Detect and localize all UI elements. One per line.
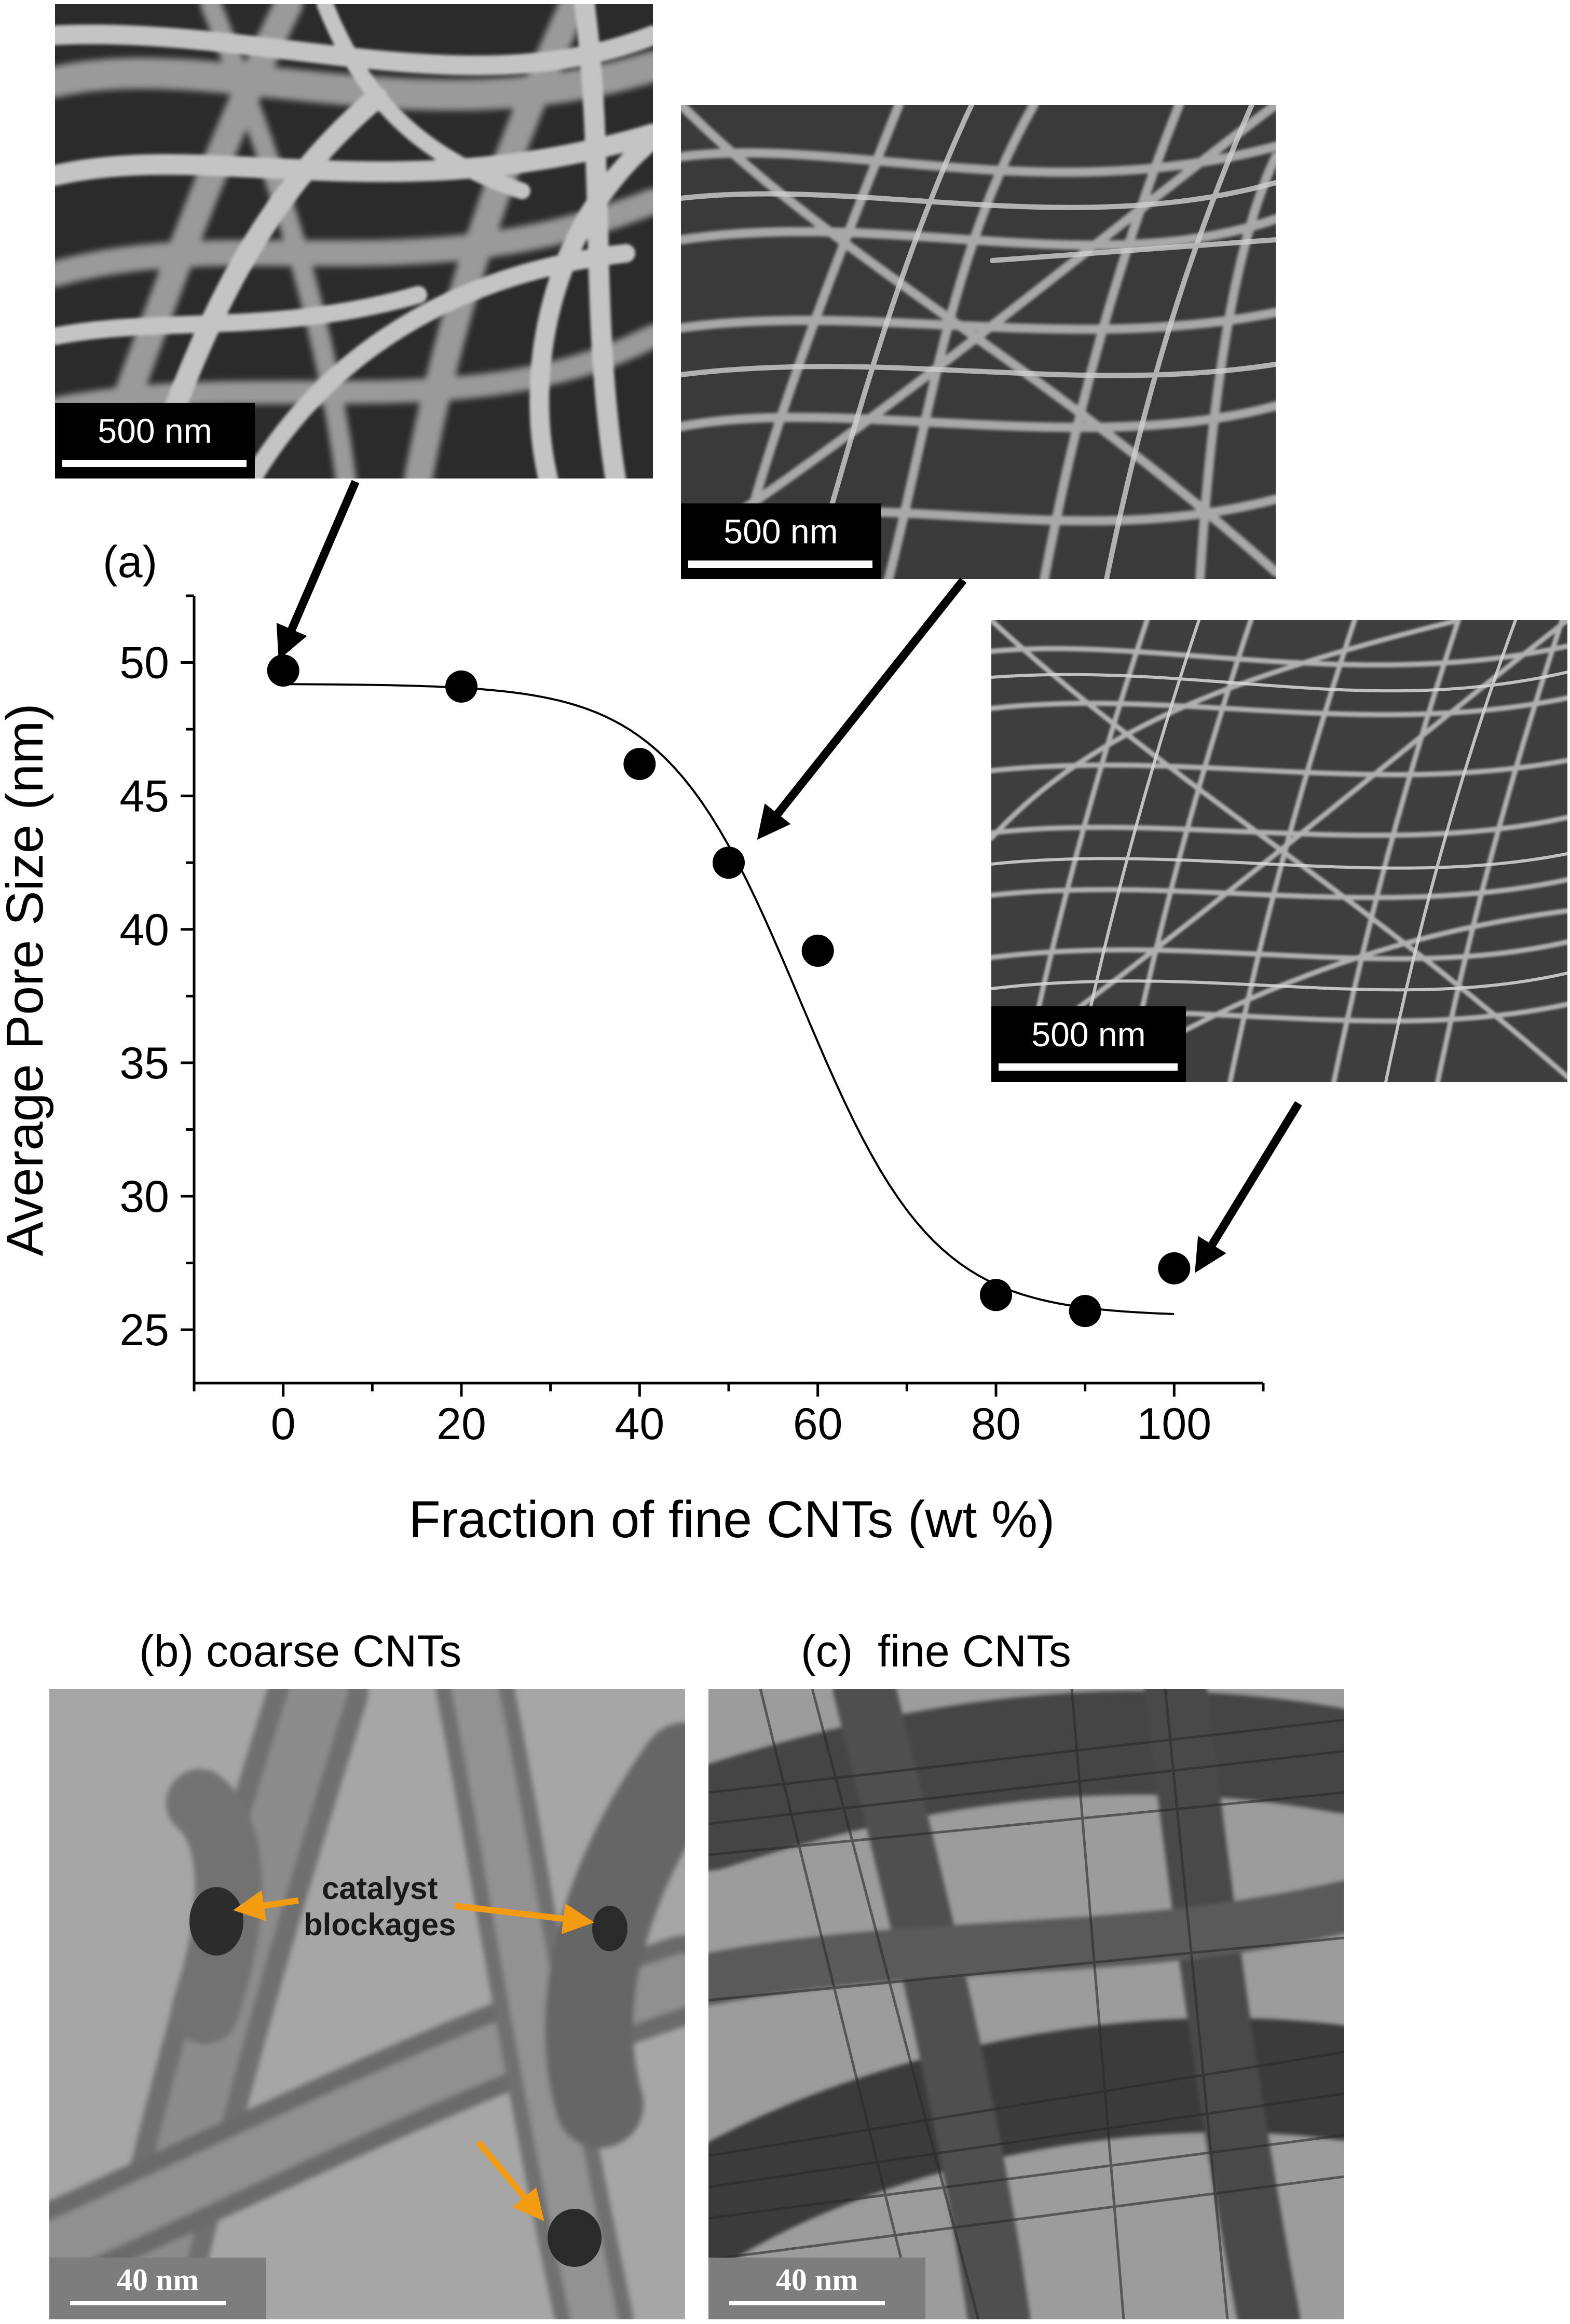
sem-scalebar-label-3: 500 nm bbox=[1031, 1015, 1146, 1054]
y-axis-label: Average Pore Size (nm) bbox=[0, 703, 54, 1256]
y-tick-label: 40 bbox=[119, 905, 169, 955]
sem-image-fine: 500 nm bbox=[991, 620, 1567, 1082]
tem-image-coarse: catalyst blockages 40 nm bbox=[49, 1689, 685, 2319]
panel-title-c: (c) fine CNTs bbox=[801, 1626, 1071, 1676]
tem-scalebar-c: 40 nm bbox=[708, 2258, 925, 2319]
pointer-arrows bbox=[276, 480, 1302, 1273]
data-point bbox=[623, 747, 656, 780]
tem-scalebar-line-c bbox=[729, 2301, 885, 2305]
y-tick-label: 25 bbox=[119, 1305, 169, 1355]
panel-label-a: (a) bbox=[103, 537, 157, 587]
x-tick-label: 0 bbox=[271, 1399, 296, 1449]
tem-scalebar-b: 40 nm bbox=[49, 2258, 266, 2319]
fit-curve bbox=[283, 683, 1175, 1315]
y-tick-label: 35 bbox=[119, 1038, 169, 1088]
data-point bbox=[445, 670, 477, 703]
sem-image-mixed: 500 nm bbox=[681, 105, 1276, 579]
pointer-arrow bbox=[276, 480, 360, 660]
sem-scalebar-line-1 bbox=[62, 460, 247, 467]
data-point bbox=[1158, 1252, 1191, 1284]
panel-title-b: (b) coarse CNTs bbox=[139, 1626, 462, 1676]
data-point bbox=[267, 654, 299, 687]
tem-image-fine: 40 nm bbox=[708, 1689, 1344, 2319]
y-tick-label: 45 bbox=[119, 772, 169, 822]
sem-scalebar-3: 500 nm bbox=[991, 1006, 1186, 1082]
pointer-arrow bbox=[757, 578, 967, 840]
data-point bbox=[1069, 1295, 1101, 1328]
x-tick-label: 40 bbox=[615, 1399, 664, 1449]
tem-scalebar-label-b: 40 nm bbox=[116, 2263, 199, 2297]
data-point bbox=[713, 846, 745, 879]
sem-scalebar-label-1: 500 nm bbox=[98, 412, 212, 450]
x-tick-label: 80 bbox=[971, 1399, 1021, 1449]
sem-scalebar-2: 500 nm bbox=[681, 503, 881, 579]
catalyst-blockages-label: catalyst blockages bbox=[304, 1871, 456, 1942]
data-points bbox=[267, 654, 1191, 1328]
fit-curve-path bbox=[283, 683, 1175, 1315]
x-axis-label: Fraction of fine CNTs (wt %) bbox=[409, 1491, 1055, 1549]
sem-scalebar-label-2: 500 nm bbox=[723, 512, 838, 551]
sem-scalebar-1: 500 nm bbox=[55, 403, 255, 479]
tem-scalebar-line-b bbox=[70, 2301, 226, 2305]
data-point bbox=[801, 934, 834, 967]
pointer-arrow bbox=[1195, 1101, 1302, 1273]
sem-scalebar-line-3 bbox=[999, 1063, 1178, 1071]
y-tick-label: 30 bbox=[119, 1172, 169, 1222]
y-tick-label: 50 bbox=[119, 638, 169, 688]
tem-scalebar-label-c: 40 nm bbox=[775, 2263, 858, 2297]
data-point bbox=[980, 1279, 1012, 1311]
pore-size-chart: (a) 0 20 40 60 80 100 25 30 35 40 45 50 Average Por… bbox=[0, 480, 1302, 1549]
sem-scalebar-line-2 bbox=[688, 561, 872, 568]
sem-image-coarse: 500 nm bbox=[55, 4, 653, 479]
chart-axes: 0 20 40 60 80 100 25 30 35 40 45 50 bbox=[119, 594, 1265, 1449]
x-tick-label: 60 bbox=[793, 1399, 843, 1449]
x-tick-label: 20 bbox=[436, 1399, 486, 1449]
x-tick-label: 100 bbox=[1137, 1399, 1212, 1449]
